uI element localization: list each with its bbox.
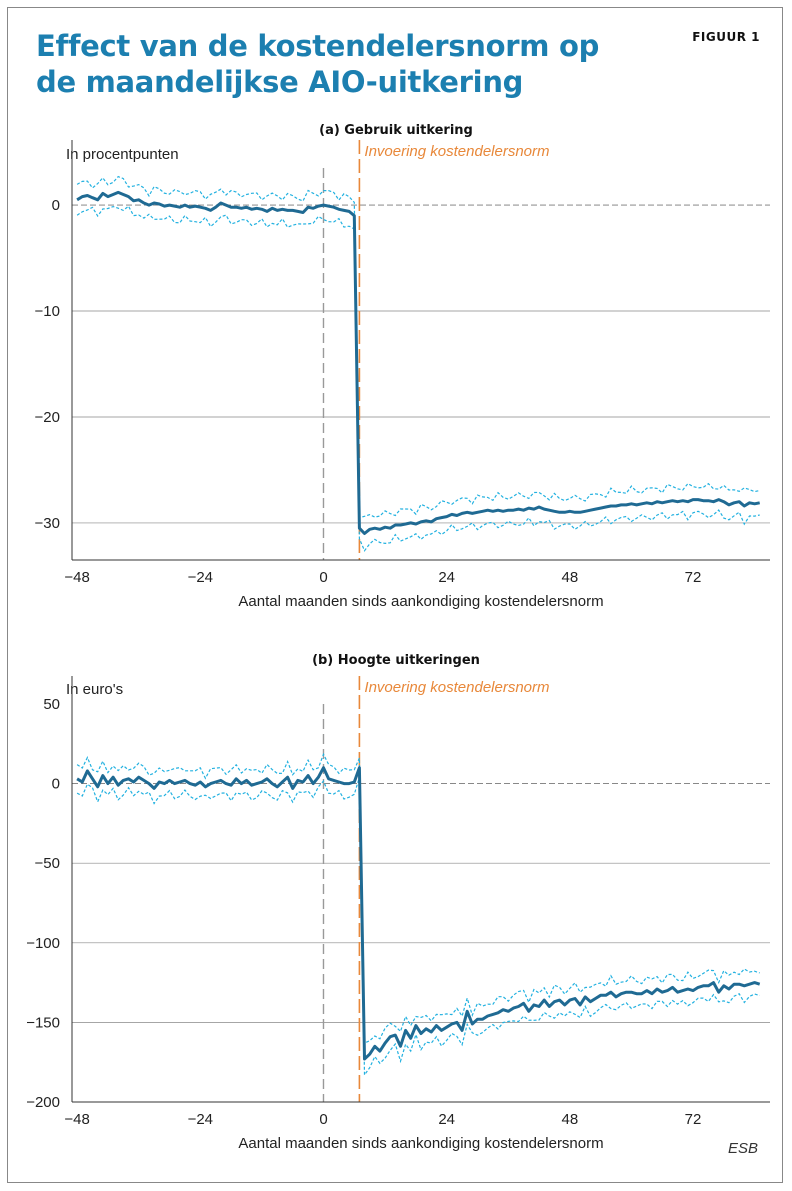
figure-frame: Effect van de kostendelersnorm op de maa… [7, 7, 783, 1183]
chart-a-y-tick-label: 0 [52, 197, 60, 214]
chart-a-estimate-line [76, 190, 760, 535]
chart-a-x-tick-label: 0 [319, 569, 327, 586]
chart-b-annotation-label: Invoering kostendelersnorm [364, 679, 549, 696]
chart-b-hoogte-uitkeringen: (b) Hoogte uitkeringen In euro's 50 0 −50 −10… [26, 653, 770, 1152]
chart-a-x-axis-title: Aantal maanden sinds aankondiging kosten… [238, 593, 603, 610]
chart-b-lower-confidence-line [76, 777, 760, 1077]
chart-b-y-tick-label: −100 [26, 935, 60, 952]
chart-a-title: (a) Gebruik uitkering [319, 123, 473, 138]
chart-a-gebruik-uitkering: (a) Gebruik uitkering In procentpunten 0 −1… [35, 123, 770, 610]
chart-b-y-tick-label: −200 [26, 1094, 60, 1111]
chart-a-x-tick-label: 24 [438, 569, 455, 586]
chart-b-y-tick-label: 50 [43, 696, 60, 713]
chart-a-y-tick-label: −30 [35, 515, 60, 532]
chart-b-y-tick-label: 0 [52, 776, 60, 793]
chart-a-x-tick-label: −48 [64, 569, 89, 586]
chart-b-x-tick-label: 72 [685, 1111, 702, 1128]
chart-b-y-unit-label: In euro's [66, 681, 123, 698]
chart-b-estimate-line [76, 766, 761, 1061]
chart-a-x-tick-label: 48 [561, 569, 578, 586]
figure-label: FIGUUR 1 [692, 30, 760, 44]
chart-b-x-tick-label: 0 [319, 1111, 327, 1128]
chart-a-x-tick-label: −24 [188, 569, 213, 586]
chart-a-y-unit-label: In procentpunten [66, 146, 179, 163]
chart-b-x-tick-label: −24 [188, 1111, 213, 1128]
chart-b-x-tick-label: 24 [438, 1111, 455, 1128]
chart-a-x-tick-label: 72 [685, 569, 702, 586]
source-label: ESB [727, 1140, 758, 1157]
chart-b-y-tick-label: −50 [35, 855, 60, 872]
chart-a-upper-confidence-line [76, 175, 760, 519]
chart-a-y-tick-label: −10 [35, 303, 60, 320]
chart-b-upper-confidence-line [76, 752, 760, 1045]
chart-b-x-axis-title: Aantal maanden sinds aankondiging kosten… [238, 1135, 603, 1152]
chart-a-lower-confidence-line [76, 205, 760, 552]
chart-b-title: (b) Hoogte uitkeringen [312, 653, 480, 668]
chart-b-x-tick-label: −48 [64, 1111, 89, 1128]
figure-title: Effect van de kostendelersnorm op de maa… [36, 29, 600, 99]
chart-b-y-tick-label: −150 [26, 1014, 60, 1031]
chart-a-annotation-label: Invoering kostendelersnorm [364, 143, 549, 160]
chart-b-x-tick-label: 48 [561, 1111, 578, 1128]
chart-a-y-tick-label: −20 [35, 409, 60, 426]
